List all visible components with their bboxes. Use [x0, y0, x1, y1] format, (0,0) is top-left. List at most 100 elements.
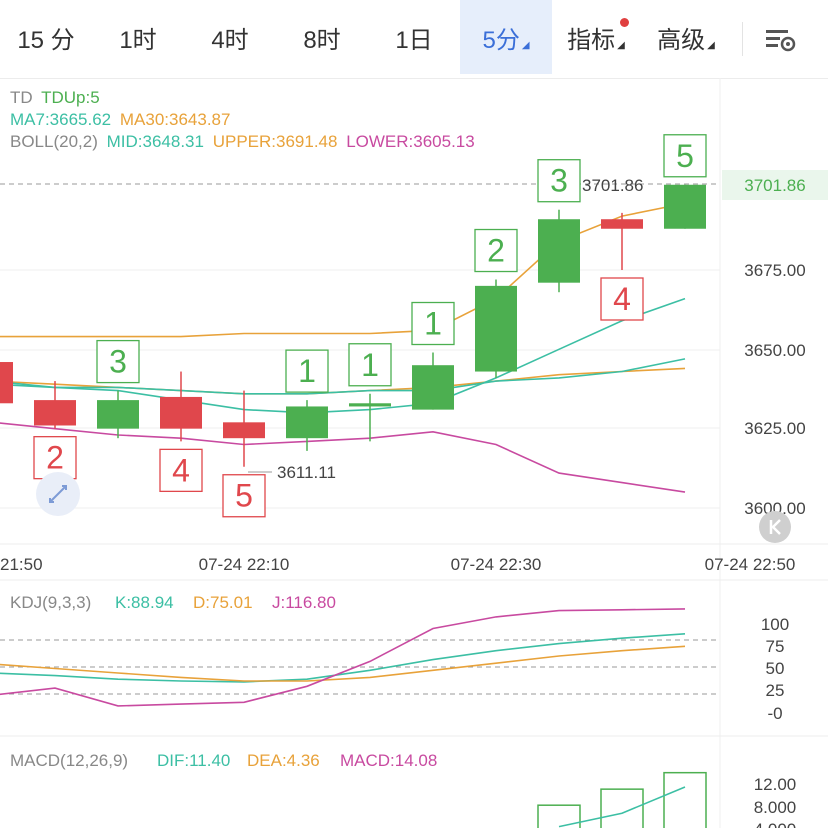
kdj-k-line	[0, 633, 686, 683]
td-sequence-box	[159, 448, 203, 493]
td-sequence-box	[33, 436, 77, 480]
price-tick: 3675.00	[744, 261, 805, 280]
macd-tick: 12.00	[754, 775, 797, 794]
kdj-tick: 50	[766, 659, 785, 678]
dropdown-caret-icon: ◢	[617, 39, 625, 51]
tab-label: 高级	[657, 26, 706, 54]
td-sequence-number: 2	[46, 440, 64, 476]
price-tick: 3625.00	[744, 419, 805, 438]
scroll-to-latest-button[interactable]	[759, 511, 791, 543]
tab-8h[interactable]: 8时	[276, 0, 368, 74]
time-tick: 21:50	[0, 555, 43, 574]
macd-hist-value: MACD:14.08	[340, 751, 437, 770]
boll-legend: BOLL(20,2) MID:3648.31 UPPER:3691.48 LOW…	[10, 132, 479, 152]
kdj-d-value: D:75.01	[193, 593, 253, 612]
td-sequence-box	[474, 228, 518, 273]
tab-4h[interactable]: 4时	[184, 0, 276, 74]
dropdown-caret-icon: ◢	[521, 39, 530, 51]
candle-body[interactable]	[538, 219, 580, 283]
tab-label: 4时	[211, 26, 249, 54]
boll-mid-value: MID:3648.31	[106, 132, 204, 151]
ma7-line	[0, 297, 686, 414]
current-price-label: 3701.86	[744, 176, 805, 195]
kdj-j-value: J:116.80	[272, 593, 336, 612]
kdj-tick: 75	[766, 637, 785, 656]
candle-body[interactable]	[97, 400, 139, 429]
candle-body[interactable]	[286, 406, 328, 439]
td-sequence-box	[411, 301, 455, 346]
high-price-annotation: 3701.86	[582, 176, 643, 195]
boll-lower-line	[0, 422, 686, 493]
td-indicator-name: TD	[10, 88, 33, 107]
candle-body[interactable]	[349, 403, 391, 407]
time-tick: 07-24 22:10	[199, 555, 290, 574]
candle-body[interactable]	[34, 400, 76, 426]
candle-body[interactable]	[475, 285, 517, 372]
ma7-value: MA7:3665.62	[10, 110, 112, 129]
tab-advanced[interactable]: 高级 ◢	[646, 0, 726, 74]
tab-label: 1时	[119, 26, 157, 54]
tab-15min[interactable]: 15 分	[0, 0, 92, 74]
scroll-latest-icon	[769, 519, 781, 535]
time-tick: 07-24 22:30	[451, 555, 542, 574]
time-tick: 07-24 22:50	[705, 555, 796, 574]
candle-body[interactable]	[664, 184, 706, 229]
tab-indicators[interactable]: 指标 ◢	[556, 0, 636, 74]
tab-1d[interactable]: 1日	[368, 0, 460, 74]
candle-body[interactable]	[223, 422, 265, 439]
candle-body[interactable]	[160, 396, 202, 429]
chart-settings-button[interactable]	[760, 22, 800, 56]
macd-dif-value: DIF:11.40	[157, 751, 230, 770]
td-sequence-number: 1	[298, 353, 316, 389]
candle-body[interactable]	[601, 219, 643, 229]
macd-tick: 4.000	[754, 820, 797, 828]
expand-chart-button[interactable]	[36, 472, 80, 516]
macd-histogram-bar	[537, 804, 581, 828]
tab-divider	[742, 22, 743, 56]
boll-mid-line	[0, 358, 686, 395]
macd-dea-value: DEA:4.36	[247, 751, 320, 770]
expand-icon	[49, 485, 67, 503]
td-legend: TD TDUp:5	[10, 88, 104, 108]
candle-body[interactable]	[0, 362, 13, 404]
td-sequence-number: 1	[424, 306, 442, 342]
kdj-k-value: K:88.94	[115, 593, 174, 612]
timeframe-tabbar: 15 分 1时 4时 8时 1日 5分 ◢ 指标 ◢ 高级 ◢	[0, 0, 828, 79]
tab-label: 1日	[395, 26, 433, 54]
tab-label: 15 分	[17, 26, 75, 54]
tab-label: 8时	[303, 26, 341, 54]
tab-label: 指标	[567, 26, 616, 54]
price-tick: 3650.00	[744, 341, 805, 360]
low-price-annotation: 3611.11	[277, 463, 336, 482]
td-sequence-box	[285, 349, 329, 393]
macd-histogram-bar	[600, 788, 644, 828]
kdj-indicator-name: KDJ(9,3,3)	[10, 593, 91, 612]
tab-5min[interactable]: 5分 ◢	[460, 0, 552, 74]
td-sequence-number: 3	[109, 344, 127, 380]
td-sequence-box	[663, 134, 707, 178]
boll-upper-value: UPPER:3691.48	[212, 132, 338, 151]
kdj-panel: KDJ(9,3,3) K:88.94 D:75.01 J:116.80 100 …	[0, 593, 789, 723]
macd-tick: 8.000	[754, 798, 797, 817]
boll-indicator-name: BOLL(20,2)	[10, 132, 98, 151]
macd-histogram-bar	[663, 771, 707, 828]
td-sequence-box	[222, 474, 266, 518]
td-sequence-number: 5	[235, 478, 253, 514]
settings-icon	[766, 30, 796, 52]
td-sequence-box	[348, 343, 392, 387]
notification-dot	[620, 18, 629, 27]
td-sequence-number: 3	[550, 163, 568, 199]
td-sequence-number: 5	[676, 138, 694, 174]
candle-body[interactable]	[412, 365, 454, 410]
td-sequence-number: 4	[613, 281, 631, 317]
price-tick: 3600.00	[744, 499, 805, 518]
td-sequence-number: 1	[361, 347, 379, 383]
candlestick-chart[interactable]: 2 3 4 5 1 1 1 2 3 4 5 3701.86 3675.00 3650.00 3625…	[0, 78, 828, 828]
tab-1h[interactable]: 1时	[92, 0, 184, 74]
td-sequence-number: 4	[172, 452, 190, 488]
macd-panel: MACD(12,26,9) DIF:11.40 DEA:4.36 MACD:14…	[10, 751, 796, 828]
macd-indicator-name: MACD(12,26,9)	[10, 751, 128, 770]
td-sequence-number: 2	[487, 233, 505, 269]
kdj-tick: 100	[761, 615, 789, 634]
kdj-d-line	[0, 645, 686, 682]
